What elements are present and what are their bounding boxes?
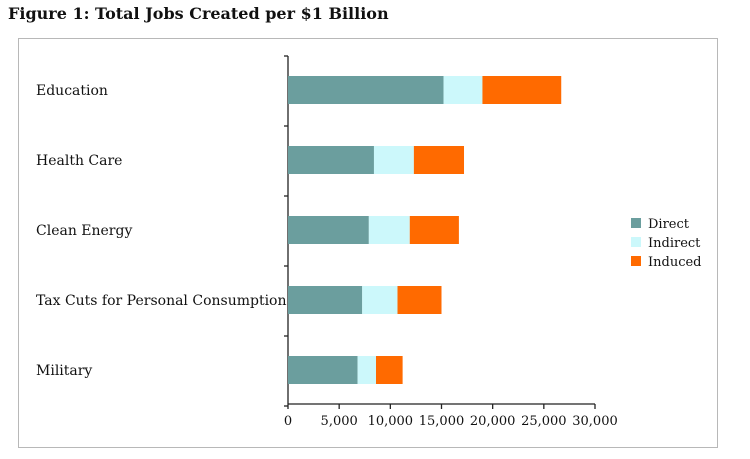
category-label: Military	[36, 363, 92, 379]
category-label: Health Care	[36, 153, 122, 169]
x-tick-label: 15,000	[419, 414, 465, 429]
legend-label: Direct	[648, 217, 690, 232]
x-tick-label: 30,000	[572, 414, 618, 429]
legend-swatch-indirect	[631, 237, 641, 247]
bar-segment-direct	[288, 286, 363, 314]
bar-segment-direct	[288, 146, 374, 174]
bar-segment-induced	[397, 286, 442, 314]
category-label: Tax Cuts for Personal Consumption	[36, 293, 287, 309]
x-tick-label: 10,000	[368, 414, 414, 429]
figure-title: Figure 1: Total Jobs Created per $1 Bill…	[8, 4, 389, 23]
bar-segment-direct	[288, 356, 358, 384]
bar-segment-indirect	[443, 76, 483, 104]
x-tick-label: 5,000	[321, 414, 358, 429]
legend-swatch-direct	[631, 218, 641, 228]
bar-segment-induced	[482, 76, 562, 104]
chart-frame	[18, 38, 718, 448]
bar-segment-direct	[288, 216, 369, 244]
category-label: Education	[36, 83, 108, 99]
category-label: Clean Energy	[36, 223, 132, 239]
bar-segment-indirect	[368, 216, 410, 244]
x-tick-label: 0	[284, 414, 292, 429]
x-tick-label: 20,000	[470, 414, 516, 429]
bar-segment-indirect	[362, 286, 398, 314]
bar-segment-indirect	[357, 356, 377, 384]
bar-segment-direct	[288, 76, 444, 104]
x-tick-label: 25,000	[521, 414, 567, 429]
bar-segment-indirect	[373, 146, 414, 174]
bar-segment-induced	[413, 146, 465, 174]
bar-segment-induced	[376, 356, 403, 384]
legend-label: Induced	[648, 255, 702, 270]
legend-label: Indirect	[648, 236, 701, 251]
bar-segment-induced	[409, 216, 459, 244]
legend-swatch-induced	[631, 256, 641, 266]
